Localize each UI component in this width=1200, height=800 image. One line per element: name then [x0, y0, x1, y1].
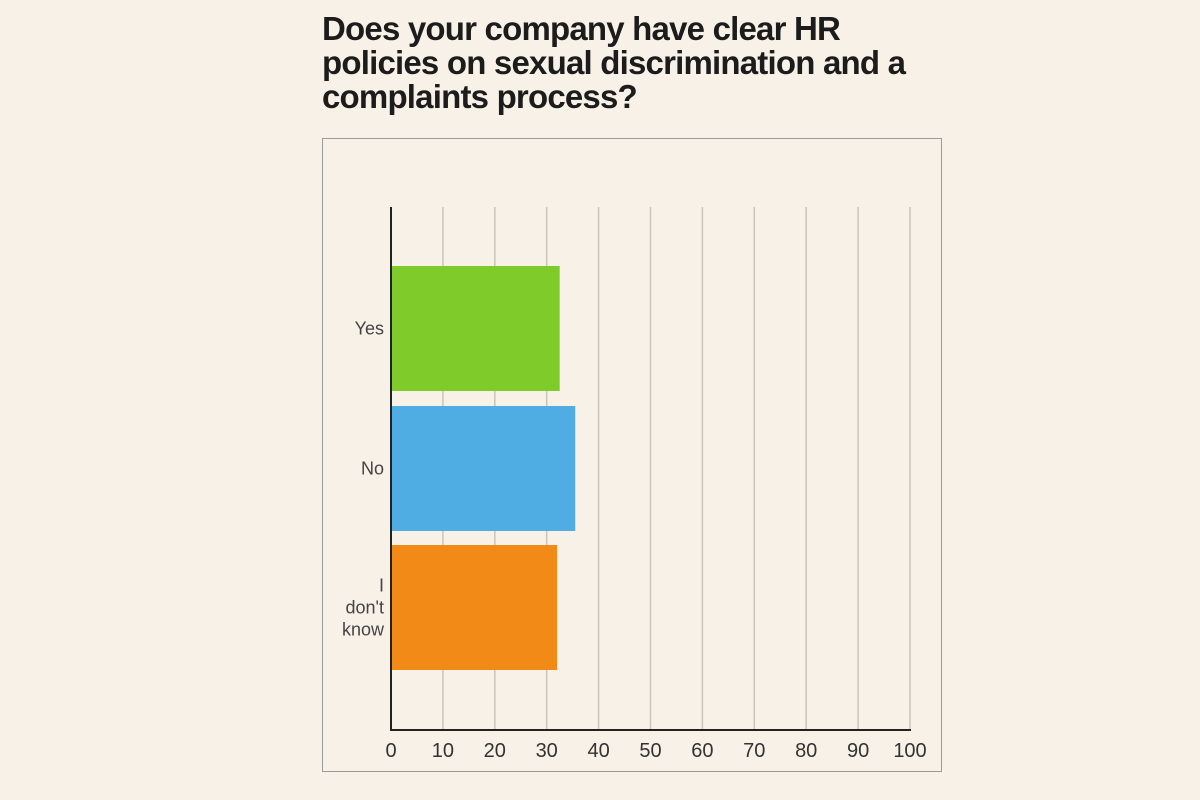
- chart-title: Does your company have clear HR policies…: [322, 10, 906, 115]
- bars: [391, 266, 576, 670]
- x-tick-label: 30: [536, 740, 558, 762]
- bar-i-don-t-know: [391, 545, 558, 670]
- x-tick-label: 70: [743, 740, 765, 762]
- chart-frame: [322, 138, 942, 772]
- labels: 0 10 20 30 40 50 60 70 80 90 100 Yes No I don't know: [342, 319, 927, 763]
- y-category-label: No: [361, 459, 384, 479]
- axes: [390, 207, 911, 731]
- x-tick-label: 100: [893, 740, 926, 762]
- x-tick-label: 20: [484, 740, 506, 762]
- x-tick-label: 50: [639, 740, 661, 762]
- bar-yes: [391, 266, 560, 391]
- x-tick-label: 10: [432, 740, 454, 762]
- x-tick-label: 90: [847, 740, 869, 762]
- x-tick-label: 40: [587, 740, 609, 762]
- x-tick-label: 0: [385, 740, 396, 762]
- bar-no: [391, 406, 576, 531]
- x-tick-label: 60: [691, 740, 713, 762]
- x-tick-label: 80: [795, 740, 817, 762]
- y-category-label: Yes: [355, 319, 384, 339]
